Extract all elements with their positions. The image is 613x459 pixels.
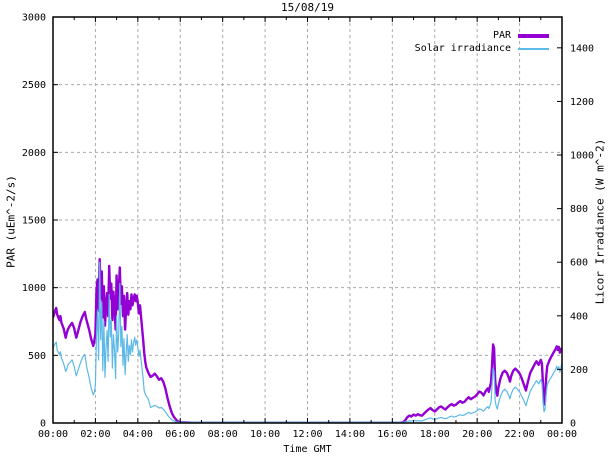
svg-text:1200: 1200 (570, 97, 594, 108)
svg-text:1000: 1000 (22, 283, 46, 294)
svg-text:06:00: 06:00 (165, 429, 195, 440)
legend-label-par: PAR (492, 30, 511, 41)
svg-text:12:00: 12:00 (292, 429, 322, 440)
solar-irradiance-line-swatch (518, 47, 549, 50)
svg-text:0: 0 (570, 419, 576, 430)
svg-text:1400: 1400 (570, 43, 594, 54)
axis-ticks (52, 16, 563, 424)
svg-text:800: 800 (570, 204, 588, 215)
svg-text:0: 0 (40, 419, 46, 430)
legend-item-solar-irradiance: Solar irradiance (415, 43, 549, 54)
svg-text:3000: 3000 (22, 13, 46, 24)
svg-text:2500: 2500 (22, 80, 46, 91)
svg-text:00:00: 00:00 (547, 429, 577, 440)
svg-text:500: 500 (28, 351, 46, 362)
svg-text:04:00: 04:00 (123, 429, 153, 440)
svg-text:08:00: 08:00 (208, 429, 238, 440)
svg-text:600: 600 (570, 258, 588, 269)
svg-text:18:00: 18:00 (420, 429, 450, 440)
x-axis-label: Time GMT (283, 444, 332, 455)
svg-text:200: 200 (570, 365, 588, 376)
legend-label-solar-irradiance: Solar irradiance (414, 43, 511, 54)
solar-irradiance-line (53, 261, 562, 423)
svg-text:14:00: 14:00 (335, 429, 365, 440)
svg-text:10:00: 10:00 (250, 429, 280, 440)
svg-text:2000: 2000 (22, 148, 46, 159)
svg-text:22:00: 22:00 (505, 429, 535, 440)
svg-text:1000: 1000 (570, 151, 594, 162)
legend-item-par: PAR (493, 30, 549, 41)
tick-labels: 00:00 02:00 04:00 06:00 08:00 10:00 12:00 14:00… (22, 13, 594, 441)
chart-title: 15/08/19 (281, 1, 334, 14)
svg-text:00:00: 00:00 (38, 429, 68, 440)
svg-text:400: 400 (570, 311, 588, 322)
svg-text:20:00: 20:00 (462, 429, 492, 440)
par-line-swatch (518, 33, 549, 38)
svg-text:02:00: 02:00 (80, 429, 110, 440)
gridlines (53, 17, 562, 423)
svg-text:16:00: 16:00 (377, 429, 407, 440)
svg-text:1500: 1500 (22, 216, 46, 227)
